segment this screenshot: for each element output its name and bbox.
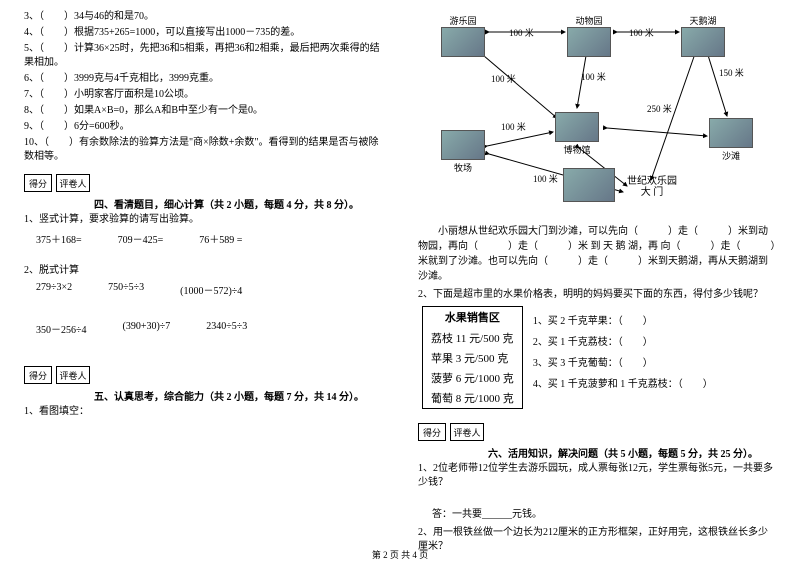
s4-q2-row1: 279÷3×2 750÷5÷3 (1000－572)÷4 bbox=[36, 282, 382, 297]
section-4-title: 四、看清题目，细心计算（共 2 小题，每题 4 分，共 8 分）。 bbox=[94, 196, 382, 211]
score-cell: 得分 bbox=[418, 423, 446, 441]
price-table-header: 水果销售区 bbox=[423, 307, 522, 328]
buy-item: 4、买 1 千克菠萝和 1 千克荔枝：（ ） bbox=[533, 375, 713, 390]
edge-label: 250 米 bbox=[647, 102, 672, 115]
thumb-icon bbox=[681, 27, 725, 57]
price-row: 葡萄 8 元/1000 克 bbox=[423, 388, 522, 408]
calc-item: 375＋168= bbox=[36, 231, 82, 246]
judgment-q6: 6、（ ）3999克与4千克相比，3999克重。 bbox=[24, 72, 382, 86]
s4-q1-items: 375＋168= 709－425= 76＋589 = bbox=[36, 231, 382, 246]
s5-q1-label: 1、看图填空： bbox=[24, 405, 382, 419]
node-beach: 沙滩 bbox=[709, 118, 753, 162]
edge-label: 100 米 bbox=[491, 72, 516, 85]
judgment-q10: 10、（ ）有余数除法的验算方法是"商×除数+余数"。看得到的结果是否与被除数相… bbox=[24, 136, 382, 164]
node-gate: 世纪欢乐园 大 门 bbox=[627, 176, 677, 198]
node-zoo: 动物园 bbox=[567, 14, 611, 58]
calc-item: 76＋589 = bbox=[199, 231, 242, 246]
s6-q1-answer: 答：一共要______元钱。 bbox=[432, 508, 776, 522]
node-label: 游乐园 bbox=[441, 14, 485, 27]
thumb-icon bbox=[709, 118, 753, 148]
section-6-title: 六、活用知识，解决问题（共 5 小题，每题 5 分，共 25 分）。 bbox=[488, 445, 776, 460]
section-5-title: 五、认真思考，综合能力（共 2 小题，每题 7 分，共 14 分）。 bbox=[94, 388, 382, 403]
calc-item: 750÷5÷3 bbox=[108, 282, 144, 297]
s6-q1: 1、2位老师带12位学生去游乐园玩，成人票每张12元，学生票每张5元，一共要多少… bbox=[418, 462, 776, 490]
thumb-icon bbox=[441, 130, 485, 160]
calc-item: 279÷3×2 bbox=[36, 282, 72, 297]
buy-item: 3、买 3 千克葡萄：（ ） bbox=[533, 354, 713, 369]
section-5-header: 得分 评卷人 bbox=[24, 366, 382, 384]
calc-item: (1000－572)÷4 bbox=[180, 282, 242, 297]
grader-cell: 评卷人 bbox=[56, 174, 90, 192]
calc-item: 350－256÷4 bbox=[36, 321, 87, 336]
buy-list: 1、买 2 千克苹果：（ ） 2、买 1 千克荔枝：（ ） 3、买 3 千克葡萄… bbox=[533, 306, 713, 396]
node-label: 牧场 bbox=[441, 161, 485, 174]
judgment-q4: 4、（ ）根据735+265=1000，可以直接写出1000－735的差。 bbox=[24, 26, 382, 40]
node-label: 沙滩 bbox=[709, 149, 753, 162]
price-row: 荔枝 11 元/500 克 bbox=[423, 328, 522, 348]
judgment-q7: 7、（ ）小明家客厅面积是10公顷。 bbox=[24, 88, 382, 102]
node-label: 动物园 bbox=[567, 14, 611, 27]
s4-q1-label: 1、竖式计算，要求验算的请写出验算。 bbox=[24, 213, 382, 227]
grader-cell: 评卷人 bbox=[56, 366, 90, 384]
gate-label-1: 世纪欢乐园 bbox=[627, 176, 677, 187]
buy-item: 1、买 2 千克苹果：（ ） bbox=[533, 312, 713, 327]
thumb-icon bbox=[563, 168, 615, 202]
price-table: 水果销售区 荔枝 11 元/500 克 苹果 3 元/500 克 菠萝 6 元/… bbox=[422, 306, 523, 409]
edge-label: 100 米 bbox=[501, 120, 526, 133]
calc-item: (390+30)÷7 bbox=[123, 321, 171, 336]
price-row: 菠萝 6 元/1000 克 bbox=[423, 368, 522, 388]
node-gate-img bbox=[563, 168, 615, 203]
judgment-q8: 8、（ ）如果A×B=0，那么A和B中至少有一个是0。 bbox=[24, 104, 382, 118]
node-ranch: 牧场 bbox=[441, 130, 485, 174]
node-museum: 博物馆 bbox=[555, 112, 599, 156]
grader-cell: 评卷人 bbox=[450, 423, 484, 441]
edge-label: 100 米 bbox=[629, 26, 654, 39]
thumb-icon bbox=[567, 27, 611, 57]
calc-item: 2340÷5÷3 bbox=[206, 321, 247, 336]
score-cell: 得分 bbox=[24, 174, 52, 192]
node-swan: 天鹅湖 bbox=[681, 14, 725, 58]
thumb-icon bbox=[555, 112, 599, 142]
node-amusement: 游乐园 bbox=[441, 14, 485, 58]
s5-q2-label: 2、下面是超市里的水果价格表，明明的妈妈要买下面的东西，得付多少钱呢？ bbox=[418, 288, 776, 302]
judgment-q3: 3、（ ）34与46的和是70。 bbox=[24, 10, 382, 24]
section-4-header: 得分 评卷人 bbox=[24, 174, 382, 192]
page-footer: 第 2 页 共 4 页 bbox=[0, 548, 800, 561]
score-cell: 得分 bbox=[24, 366, 52, 384]
judgment-q9: 9、（ ）6分=600秒。 bbox=[24, 120, 382, 134]
map-question: 小丽想从世纪欢乐园大门到沙滩，可以先向（ ）走（ ）米到动物园，再向（ ）走（ … bbox=[418, 224, 776, 284]
edge-label: 100 米 bbox=[533, 172, 558, 185]
park-map: 游乐园 动物园 天鹅湖 牧场 博物馆 沙滩 bbox=[427, 8, 767, 218]
buy-item: 2、买 1 千克荔枝：（ ） bbox=[533, 333, 713, 348]
thumb-icon bbox=[441, 27, 485, 57]
s4-q2-row2: 350－256÷4 (390+30)÷7 2340÷5÷3 bbox=[36, 321, 382, 336]
node-label: 天鹅湖 bbox=[681, 14, 725, 27]
calc-item: 709－425= bbox=[118, 231, 164, 246]
s4-q2-label: 2、脱式计算 bbox=[24, 264, 382, 278]
section-6-header: 得分 评卷人 bbox=[418, 423, 776, 441]
edge-label: 100 米 bbox=[581, 70, 606, 83]
price-row: 苹果 3 元/500 克 bbox=[423, 348, 522, 368]
price-section: 水果销售区 荔枝 11 元/500 克 苹果 3 元/500 克 菠萝 6 元/… bbox=[422, 306, 776, 409]
edge-label: 100 米 bbox=[509, 26, 534, 39]
gate-label-2: 大 门 bbox=[627, 187, 677, 198]
judgment-q5: 5、（ ）计算36×25时，先把36和5相乘，再把36和2相乘，最后把两次乘得的… bbox=[24, 42, 382, 70]
node-label: 博物馆 bbox=[555, 143, 599, 156]
edge-label: 150 米 bbox=[719, 66, 744, 79]
